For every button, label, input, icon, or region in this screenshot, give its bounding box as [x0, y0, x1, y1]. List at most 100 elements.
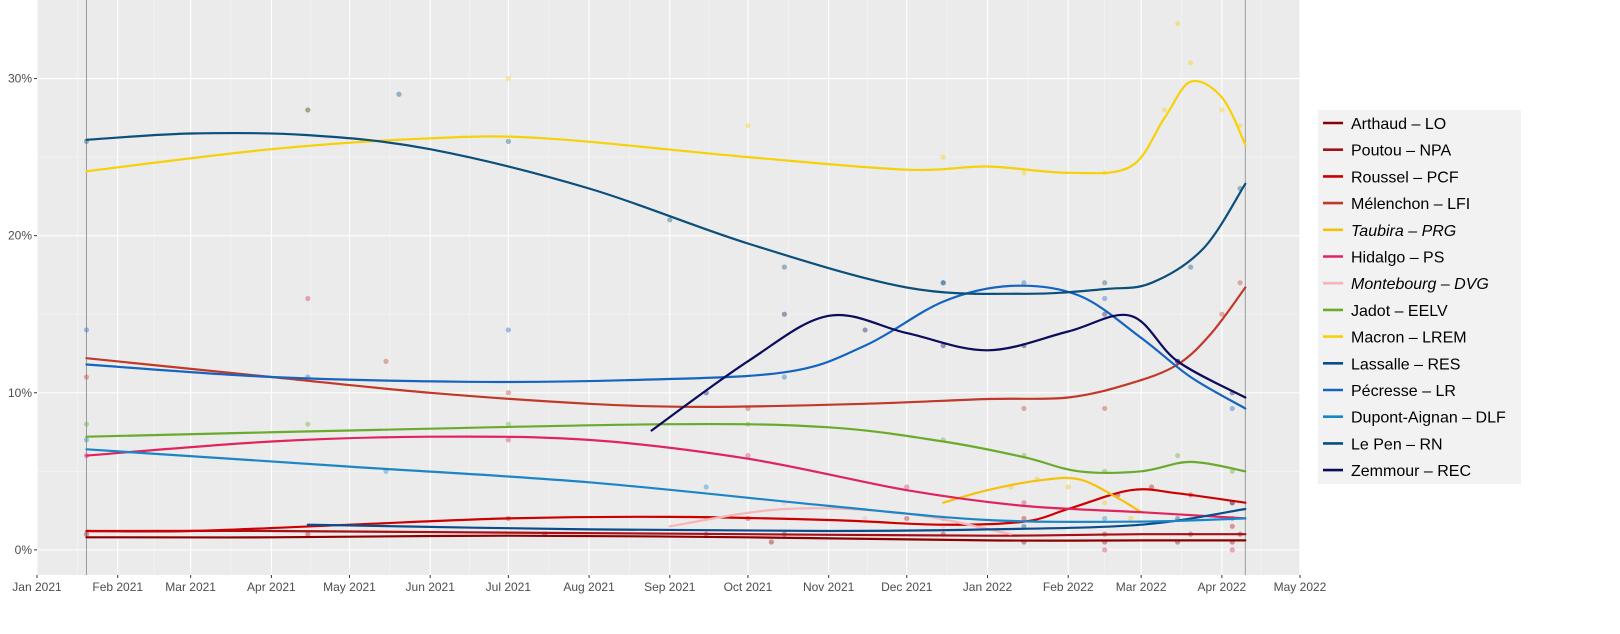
poll-point: [1229, 405, 1235, 412]
poll-point: [1021, 405, 1027, 412]
legend-label: Hidalgo – PS: [1351, 250, 1444, 267]
x-tick-label: Feb 2022: [1043, 580, 1094, 594]
poll-point: [745, 123, 751, 129]
poll-point: [703, 484, 709, 490]
poll-point: [1148, 484, 1155, 490]
poll-point: [396, 91, 402, 97]
legend-label: Macron – LREM: [1351, 330, 1467, 347]
poll-point: [305, 295, 311, 302]
trend-line: [942, 476, 1143, 514]
x-tick-label: Apr 2021: [247, 580, 296, 594]
legend: Arthaud – LO Poutou – NPA Roussel – PCF Mél…: [1318, 110, 1521, 484]
poll-point: [505, 421, 511, 427]
trend-line: [85, 448, 1247, 523]
poll-point: [1229, 547, 1235, 553]
x-tick-label: Oct 2021: [724, 580, 773, 594]
y-tick-label: 30%: [8, 72, 32, 86]
poll-point: [667, 217, 673, 223]
trend-line: [85, 284, 1247, 410]
poll-point: [1102, 405, 1108, 412]
legend-label: Roussel – PCF: [1351, 169, 1459, 186]
y-tick-label: 10%: [8, 386, 32, 400]
x-tick-label: May 2021: [323, 580, 376, 594]
legend-label: Dupont-Aignan – DLF: [1351, 410, 1506, 427]
poll-point: [904, 515, 910, 522]
x-tick-label: May 2022: [1274, 580, 1327, 594]
trend-line: [85, 534, 1247, 542]
poll-point: [305, 531, 311, 537]
y-tick-label: 20%: [8, 229, 32, 243]
trend-line: [85, 488, 1247, 533]
poll-point: [1021, 280, 1027, 286]
legend-label: Mélenchon – LFI: [1351, 196, 1470, 213]
poll-point: [1065, 484, 1071, 490]
poll-point: [1102, 280, 1108, 286]
poll-point: [1175, 453, 1181, 459]
poll-point: [904, 484, 910, 490]
poll-point: [940, 280, 946, 286]
poll-point: [1219, 107, 1225, 113]
poll-point: [505, 390, 511, 396]
poll-point: [781, 374, 787, 380]
x-tick-label: Jan 2022: [963, 580, 1013, 594]
poll-point: [505, 327, 511, 333]
poll-point: [83, 421, 90, 427]
x-tick-label: Feb 2021: [92, 580, 143, 594]
poll-point: [940, 280, 946, 286]
poll-point: [505, 138, 511, 144]
trend-line: [85, 529, 1247, 537]
x-tick-label: Dec 2021: [881, 580, 933, 594]
legend-background: [1318, 110, 1521, 484]
poll-point: [1102, 311, 1108, 317]
trend-line: [668, 507, 1012, 536]
poll-point: [781, 311, 787, 317]
poll-point: [383, 358, 389, 364]
x-axis: Jan 2021 Feb 2021 Mar 2021 Apr 2021 May 2021…: [12, 575, 1327, 594]
legend-label: Jadot – EELV: [1351, 303, 1448, 320]
x-tick-label: Aug 2021: [563, 580, 615, 594]
poll-point: [1128, 515, 1134, 522]
poll-point: [940, 154, 946, 160]
poll-point: [862, 327, 868, 333]
trend-line: [85, 422, 1247, 474]
poll-point: [83, 437, 90, 443]
y-tick-label: 0%: [15, 543, 33, 557]
trend-lines: [85, 79, 1247, 542]
poll-point: [505, 437, 511, 443]
poll-point: [505, 75, 511, 82]
poll-point: [1237, 280, 1243, 286]
poll-point: [1021, 170, 1027, 176]
poll-point: [305, 107, 311, 113]
x-tick-label: Jul 2021: [486, 580, 532, 594]
legend-label: Zemmour – REC: [1351, 463, 1471, 480]
poll-point: [305, 107, 311, 113]
plot-panel: [37, 0, 1300, 575]
x-tick-label: Apr 2022: [1198, 580, 1247, 594]
poll-point: [1229, 523, 1235, 529]
poll-point: [83, 374, 90, 380]
grid-minor: [37, 0, 1300, 575]
x-tick-label: Jan 2021: [12, 580, 62, 594]
poll-point: [862, 515, 868, 522]
y-axis: 0% 10% 20% 30%: [8, 72, 37, 557]
poll-point: [1102, 547, 1108, 553]
poll-point: [305, 421, 311, 427]
poll-point: [1175, 20, 1181, 27]
poll-point: [83, 531, 90, 537]
legend-label: Poutou – NPA: [1351, 143, 1452, 160]
x-tick-label: Sep 2021: [644, 580, 696, 594]
trend-line: [85, 131, 1247, 295]
trend-line: [306, 507, 1247, 533]
poll-point: [781, 264, 787, 270]
poll-point: [1021, 500, 1027, 506]
poll-point: [1021, 523, 1027, 529]
poll-point: [1219, 311, 1225, 317]
poll-point: [1229, 468, 1235, 474]
poll-point: [1161, 107, 1168, 113]
trend-line: [650, 313, 1247, 432]
x-tick-label: Jun 2021: [406, 580, 456, 594]
trend-line: [85, 435, 1247, 520]
poll-point: [745, 453, 751, 459]
grid-major: [36, 0, 1301, 575]
